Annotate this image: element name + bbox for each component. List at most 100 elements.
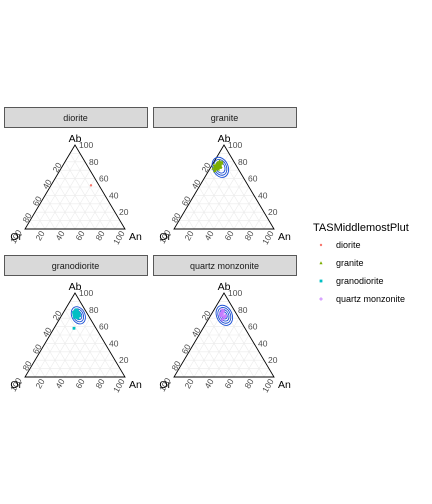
vertex-label-or: Or bbox=[10, 231, 22, 243]
vertex-label-an: An bbox=[129, 231, 142, 243]
ternary-grid bbox=[29, 301, 121, 378]
legend-key bbox=[319, 261, 323, 265]
tick-label-ab: 40 bbox=[109, 338, 119, 348]
facet-strip-background bbox=[153, 255, 297, 276]
vertex-label-an: An bbox=[129, 379, 142, 391]
grid-line bbox=[44, 343, 66, 378]
tick-label-or: 40 bbox=[40, 325, 54, 338]
grid-line bbox=[193, 343, 215, 378]
tick-label-ab: 100 bbox=[228, 288, 242, 298]
grid-line bbox=[183, 360, 195, 378]
tick-label-an: 60 bbox=[222, 229, 236, 242]
grid-line bbox=[39, 351, 56, 378]
vertex-label-an: An bbox=[278, 379, 291, 391]
tick-label-or: 20 bbox=[50, 161, 64, 174]
data-point bbox=[75, 312, 78, 316]
grid-line bbox=[54, 318, 91, 378]
data-point bbox=[76, 315, 80, 318]
legend-item-diorite: diorite bbox=[319, 240, 361, 250]
facet-panel-granodiorite: granodiorite2020204040406060608080801001… bbox=[4, 255, 148, 394]
data-point bbox=[72, 313, 76, 317]
grid-line bbox=[183, 212, 195, 230]
grid-line bbox=[253, 212, 265, 230]
data-point bbox=[213, 165, 217, 169]
legend-item-quartz-monzonite: quartz monzonite bbox=[319, 294, 405, 304]
data-point bbox=[76, 309, 79, 313]
data-point bbox=[219, 311, 223, 315]
grid-line bbox=[263, 220, 270, 230]
tick-label-ab: 100 bbox=[79, 140, 93, 150]
legend-label: quartz monzonite bbox=[336, 294, 405, 304]
tick-label-or: 60 bbox=[179, 194, 193, 207]
tick-label-ab: 20 bbox=[119, 355, 129, 365]
data-point bbox=[217, 159, 222, 163]
data-point bbox=[78, 314, 81, 318]
grid-line bbox=[178, 368, 185, 378]
vertex-label-ab: Ab bbox=[218, 281, 231, 293]
tick-label-or: 60 bbox=[30, 194, 44, 207]
facet-strip: granodiorite bbox=[4, 255, 148, 276]
grid-line bbox=[253, 360, 265, 378]
grid-line bbox=[203, 318, 240, 378]
grid-line bbox=[104, 360, 116, 378]
facet-strip-label: granite bbox=[211, 113, 239, 123]
ternary-border bbox=[24, 144, 126, 230]
facet-strip-background bbox=[4, 107, 148, 128]
tick-label-or: 40 bbox=[189, 325, 203, 338]
ternary-grid bbox=[29, 153, 121, 230]
grid-line bbox=[74, 186, 101, 230]
tick-label-ab: 60 bbox=[99, 322, 109, 332]
data-points bbox=[72, 308, 81, 330]
tick-label-or: 20 bbox=[199, 161, 213, 174]
tick-label-ab: 80 bbox=[89, 157, 99, 167]
grid-line bbox=[54, 170, 91, 230]
grid-line bbox=[233, 343, 255, 378]
data-point bbox=[215, 160, 220, 164]
grid-line bbox=[114, 368, 121, 378]
grid-line bbox=[94, 203, 111, 230]
tick-label-an: 20 bbox=[182, 377, 196, 390]
tick-label-ab: 60 bbox=[248, 174, 258, 184]
tick-label-an: 40 bbox=[202, 377, 216, 390]
tick-label-or: 80 bbox=[169, 359, 183, 372]
legend-item-granodiorite: granodiorite bbox=[319, 276, 384, 286]
data-point bbox=[76, 316, 80, 320]
grid-line bbox=[208, 318, 245, 378]
tick-label-ab: 80 bbox=[238, 157, 248, 167]
tick-label-an: 20 bbox=[33, 229, 47, 242]
data-point bbox=[89, 184, 93, 187]
density-contour bbox=[215, 304, 234, 326]
data-point bbox=[211, 166, 215, 170]
grid-line bbox=[34, 153, 81, 230]
legend-title: TASMiddlemostPlut bbox=[313, 222, 409, 234]
tick-label-ab: 100 bbox=[228, 140, 242, 150]
facet-strip-label: granodiorite bbox=[52, 261, 100, 271]
grid-line bbox=[59, 318, 96, 378]
grid-line bbox=[44, 195, 66, 230]
tick-label-or: 40 bbox=[40, 177, 54, 190]
tick-label-or: 60 bbox=[30, 342, 44, 355]
data-point bbox=[218, 313, 223, 318]
legend: TASMiddlemostPlut diorite granite granodior… bbox=[313, 222, 409, 304]
grid-line bbox=[84, 195, 106, 230]
facet-strip-background bbox=[4, 255, 148, 276]
tick-label-ab: 20 bbox=[268, 207, 278, 217]
tick-label-ab: 20 bbox=[119, 207, 129, 217]
data-point bbox=[214, 162, 219, 166]
facet-strip-background bbox=[153, 107, 297, 128]
grid-line bbox=[193, 195, 215, 230]
tick-label-ab: 40 bbox=[109, 190, 119, 200]
data-point bbox=[220, 308, 224, 312]
tick-label-ab: 40 bbox=[258, 338, 268, 348]
tick-label-an: 80 bbox=[242, 229, 256, 242]
vertex-label-ab: Ab bbox=[218, 133, 231, 145]
grid-line bbox=[34, 212, 46, 230]
data-point bbox=[212, 169, 217, 173]
legend-label: diorite bbox=[336, 240, 361, 250]
grid-line bbox=[114, 220, 121, 230]
data-point bbox=[73, 311, 77, 315]
tick-label-an: 20 bbox=[182, 229, 196, 242]
data-point bbox=[223, 314, 227, 319]
facet-strip-label: quartz monzonite bbox=[190, 261, 259, 271]
